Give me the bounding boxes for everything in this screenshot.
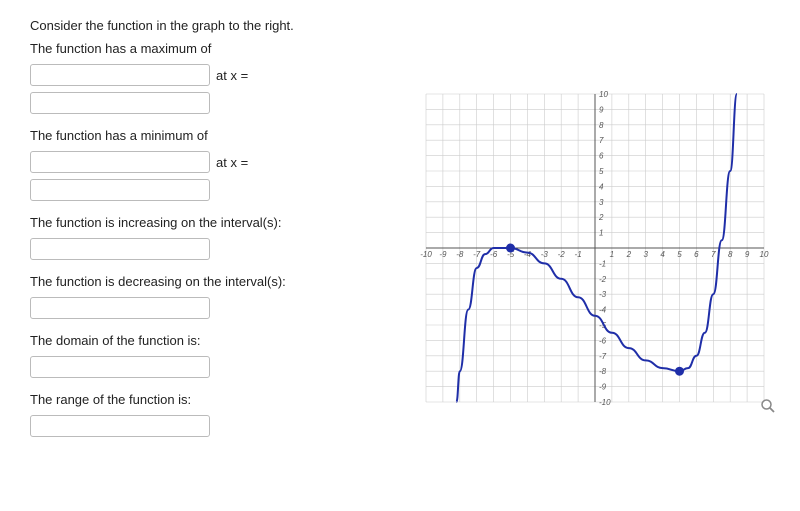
question-domain: The domain of the function is: — [30, 333, 390, 378]
svg-text:-6: -6 — [599, 336, 607, 345]
svg-text:-4: -4 — [599, 306, 607, 315]
range-input[interactable] — [30, 415, 210, 437]
q-domain-label: The domain of the function is: — [30, 333, 390, 348]
question-minimum: The function has a minimum of at x = — [30, 128, 390, 201]
svg-text:2: 2 — [598, 213, 604, 222]
svg-text:4: 4 — [660, 250, 665, 259]
q-max-label: The function has a maximum of — [30, 41, 390, 56]
max-x-input[interactable] — [30, 92, 210, 114]
svg-text:-2: -2 — [599, 275, 607, 284]
question-range: The range of the function is: — [30, 392, 390, 437]
q-range-label: The range of the function is: — [30, 392, 390, 407]
svg-text:-4: -4 — [524, 250, 532, 259]
svg-text:-10: -10 — [420, 250, 432, 259]
svg-text:3: 3 — [643, 250, 648, 259]
prompt-intro: Consider the function in the graph to th… — [30, 18, 390, 33]
svg-text:-7: -7 — [473, 250, 481, 259]
svg-text:6: 6 — [599, 152, 604, 161]
q-min-label: The function has a minimum of — [30, 128, 390, 143]
svg-text:9: 9 — [599, 105, 604, 114]
svg-text:5: 5 — [677, 250, 682, 259]
svg-text:-8: -8 — [456, 250, 464, 259]
domain-input[interactable] — [30, 356, 210, 378]
question-decreasing: The function is decreasing on the interv… — [30, 274, 390, 319]
svg-text:3: 3 — [599, 198, 604, 207]
svg-text:-9: -9 — [439, 250, 447, 259]
svg-text:10: 10 — [599, 90, 608, 99]
question-increasing: The function is increasing on the interv… — [30, 215, 390, 260]
svg-text:1: 1 — [599, 229, 603, 238]
svg-text:-3: -3 — [541, 250, 549, 259]
svg-text:8: 8 — [599, 121, 604, 130]
svg-text:1: 1 — [610, 250, 614, 259]
q-max-suffix: at x = — [216, 68, 248, 83]
function-graph: -10-9-8-7-6-5-4-3-2-112345678910-10-9-8-… — [420, 88, 770, 408]
svg-text:-9: -9 — [599, 383, 607, 392]
svg-text:-1: -1 — [599, 259, 606, 268]
magnify-icon[interactable] — [760, 398, 776, 414]
question-maximum: The function has a maximum of at x = — [30, 41, 390, 114]
svg-text:-7: -7 — [599, 352, 607, 361]
svg-text:-10: -10 — [599, 398, 611, 407]
svg-text:8: 8 — [728, 250, 733, 259]
min-value-input[interactable] — [30, 151, 210, 173]
svg-text:-6: -6 — [490, 250, 498, 259]
graph-container: -10-9-8-7-6-5-4-3-2-112345678910-10-9-8-… — [420, 88, 780, 418]
svg-text:5: 5 — [599, 167, 604, 176]
svg-text:9: 9 — [745, 250, 750, 259]
max-value-input[interactable] — [30, 64, 210, 86]
svg-text:6: 6 — [694, 250, 699, 259]
min-x-input[interactable] — [30, 179, 210, 201]
svg-text:2: 2 — [626, 250, 632, 259]
q-min-suffix: at x = — [216, 155, 248, 170]
svg-text:7: 7 — [599, 136, 604, 145]
svg-text:7: 7 — [711, 250, 716, 259]
svg-text:10: 10 — [760, 250, 769, 259]
decreasing-input[interactable] — [30, 297, 210, 319]
svg-text:-3: -3 — [599, 290, 607, 299]
q-inc-label: The function is increasing on the interv… — [30, 215, 390, 230]
svg-text:4: 4 — [599, 182, 604, 191]
svg-text:-8: -8 — [599, 367, 607, 376]
svg-text:-1: -1 — [575, 250, 582, 259]
q-dec-label: The function is decreasing on the interv… — [30, 274, 390, 289]
svg-text:-2: -2 — [558, 250, 566, 259]
increasing-input[interactable] — [30, 238, 210, 260]
